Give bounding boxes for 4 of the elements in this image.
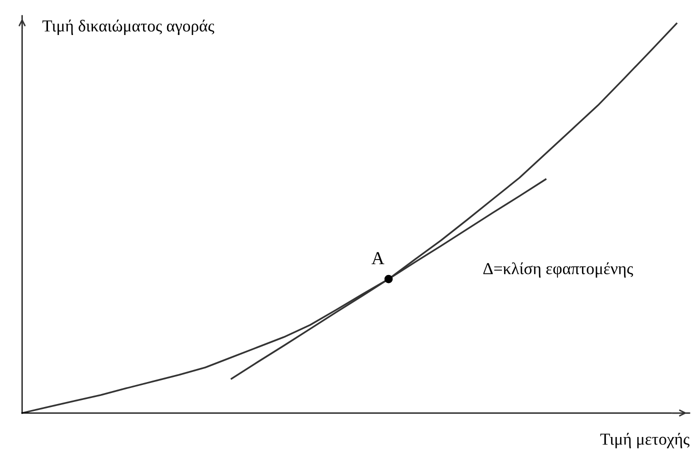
x-axis-title: Τιμή μετοχής xyxy=(600,432,690,448)
annotation: Δ=κλίση εφαπτομένης xyxy=(483,262,634,278)
y-axis-title: Τιμή δικαιώματος αγοράς xyxy=(42,20,214,35)
annotation: A xyxy=(372,252,384,264)
